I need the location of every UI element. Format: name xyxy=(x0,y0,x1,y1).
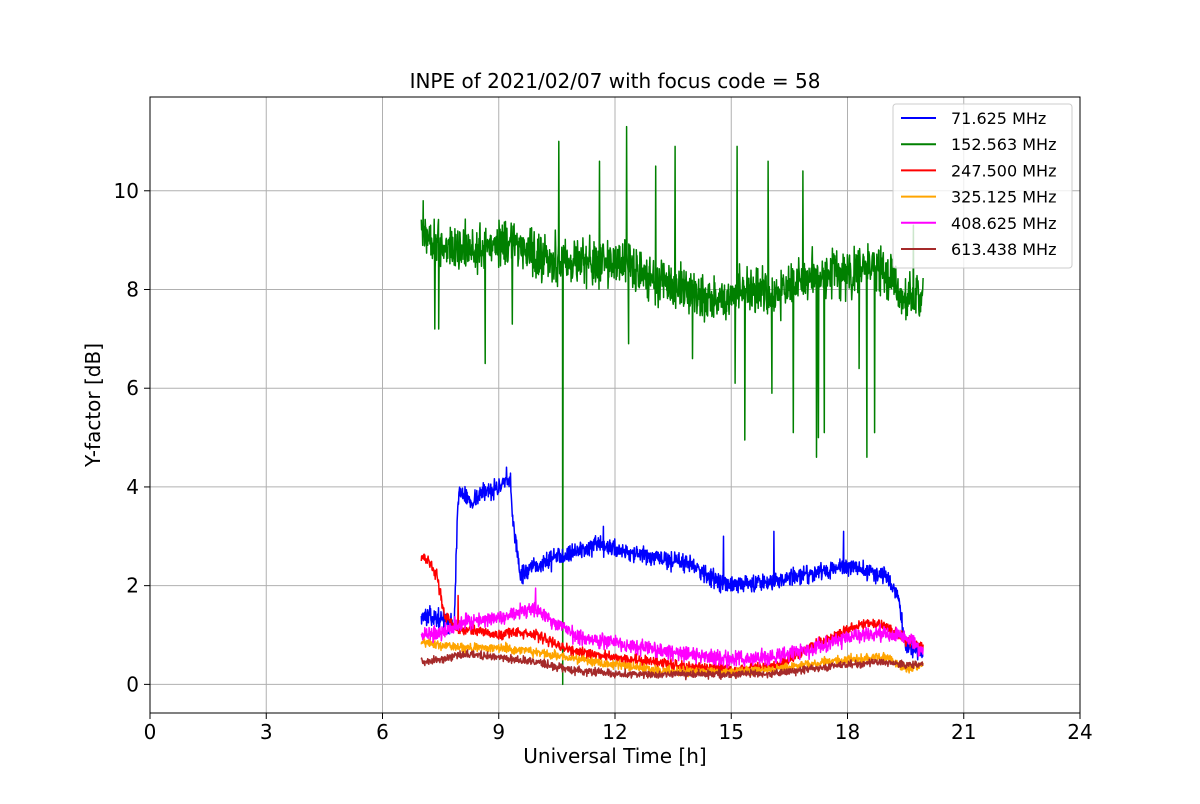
series-line xyxy=(420,587,924,669)
y-tick-label: 8 xyxy=(126,278,139,302)
legend-label: 408.625 MHz xyxy=(951,214,1056,233)
x-tick-label: 24 xyxy=(1067,720,1092,744)
series-line xyxy=(420,553,924,676)
legend: 71.625 MHz 152.563 MHz 247.500 MHz 325.125 … xyxy=(892,103,1073,269)
x-tick-label: 12 xyxy=(602,720,627,744)
y-tick-label: 0 xyxy=(126,672,139,696)
legend-box xyxy=(892,103,1073,269)
y-tick-label: 10 xyxy=(114,179,139,203)
x-axis-label: Universal Time [h] xyxy=(523,744,706,768)
legend-label: 152.563 MHz xyxy=(951,135,1056,154)
x-tick-label: 18 xyxy=(835,720,860,744)
y-axis-label: Y-factor [dB] xyxy=(81,343,105,468)
x-tick-label: 15 xyxy=(719,720,744,744)
x-tick-label: 21 xyxy=(951,720,976,744)
series-line xyxy=(420,125,924,686)
series-line xyxy=(420,637,924,678)
legend-label: 613.438 MHz xyxy=(951,240,1056,259)
series-line xyxy=(420,466,924,661)
y-tick-label: 6 xyxy=(126,376,139,400)
x-tick-label: 6 xyxy=(376,720,389,744)
chart-title: INPE of 2021/02/07 with focus code = 58 xyxy=(410,69,821,93)
series-line xyxy=(420,649,924,681)
y-tick-label: 2 xyxy=(126,574,139,598)
x-tick-label: 9 xyxy=(492,720,505,744)
legend-label: 325.125 MHz xyxy=(951,188,1056,207)
x-tick-label: 0 xyxy=(144,720,157,744)
x-tick-label: 3 xyxy=(260,720,273,744)
legend-label: 71.625 MHz xyxy=(951,109,1046,128)
y-tick-label: 4 xyxy=(126,475,139,499)
legend-label: 247.500 MHz xyxy=(951,161,1056,180)
series-layer xyxy=(420,125,924,686)
